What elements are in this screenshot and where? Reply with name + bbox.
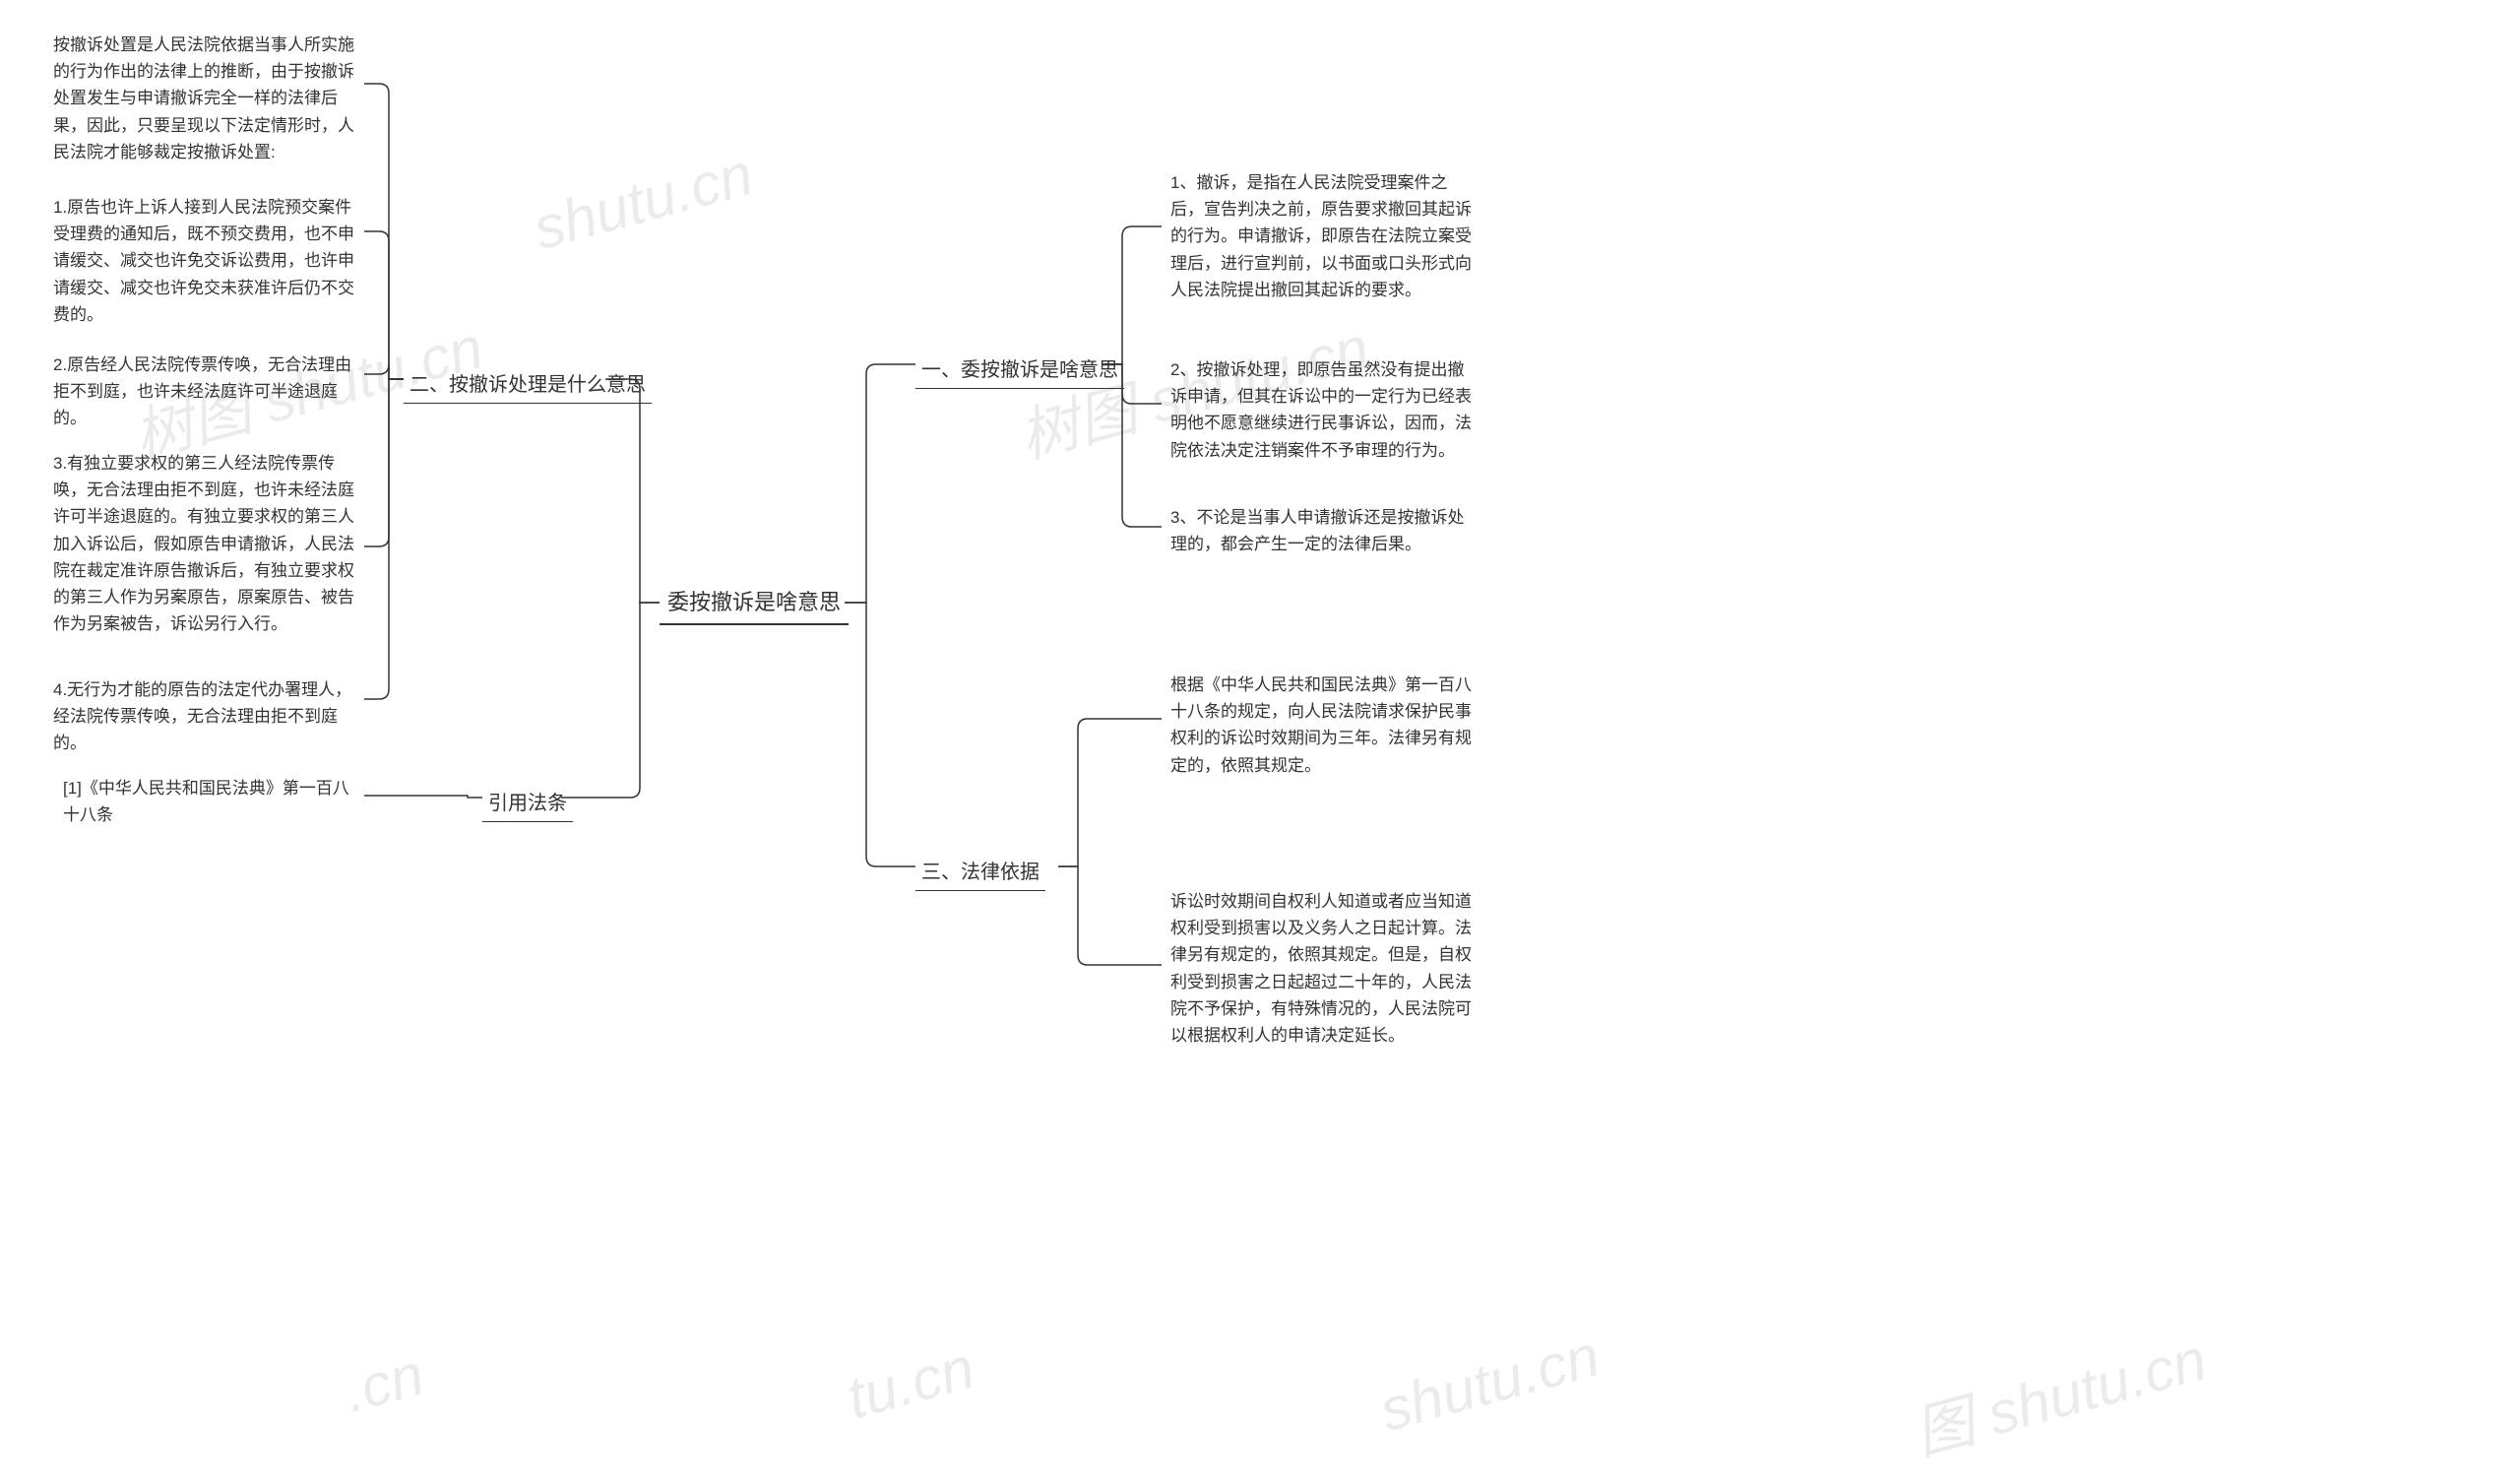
branch-left-1: 二、按撤诉处理是什么意思 bbox=[404, 367, 652, 404]
leaf-r1-2: 2、按撤诉处理，即原告虽然没有提出撤诉申请，但其在诉讼中的一定行为已经表明他不愿… bbox=[1166, 354, 1481, 466]
leaf-r1-1: 1、撤诉，是指在人民法院受理案件之后，宣告判决之前，原告要求撤回其起诉的行为。申… bbox=[1166, 167, 1481, 305]
branch-right-1: 一、委按撤诉是啥意思 bbox=[915, 352, 1124, 389]
watermark: tu.cn bbox=[840, 1333, 981, 1432]
root-node: 委按撤诉是啥意思 bbox=[660, 581, 849, 625]
watermark: shutu.cn bbox=[527, 140, 760, 263]
leaf-r1-3: 3、不论是当事人申请撤诉还是按撤诉处理的，都会产生一定的法律后果。 bbox=[1166, 502, 1481, 559]
leaf-r2-2: 诉讼时效期间自权利人知道或者应当知道权利受到损害以及义务人之日起计算。法律另有规… bbox=[1166, 886, 1481, 1051]
watermark: .cn bbox=[337, 1340, 430, 1426]
watermark: shutu.cn bbox=[1373, 1321, 1606, 1444]
leaf-l1-1: 按撤诉处置是人民法院依据当事人所实施的行为作出的法律上的推断，由于按撤诉处置发生… bbox=[49, 30, 364, 167]
watermark: 图 shutu.cn bbox=[1904, 1312, 2215, 1472]
leaf-l1-3: 2.原告经人民法院传票传唤，无合法理由拒不到庭，也许未经法庭许可半途退庭的。 bbox=[49, 350, 364, 434]
branch-left-2: 引用法条 bbox=[482, 786, 573, 822]
leaf-l1-5: 4.无行为才能的原告的法定代办署理人，经法院传票传唤，无合法理由拒不到庭的。 bbox=[49, 674, 364, 759]
leaf-l1-4: 3.有独立要求权的第三人经法院传票传唤，无合法理由拒不到庭，也许未经法庭许可半途… bbox=[49, 448, 364, 639]
leaf-l2-1: [1]《中华人民共和国民法典》第一百八十八条 bbox=[59, 773, 354, 830]
leaf-l1-2: 1.原告也许上诉人接到人民法院预交案件受理费的通知后，既不预交费用，也不申请缓交… bbox=[49, 192, 364, 330]
leaf-r2-1: 根据《中华人民共和国民法典》第一百八十八条的规定，向人民法院请求保护民事权利的诉… bbox=[1166, 670, 1481, 781]
branch-right-2: 三、法律依据 bbox=[915, 855, 1045, 891]
